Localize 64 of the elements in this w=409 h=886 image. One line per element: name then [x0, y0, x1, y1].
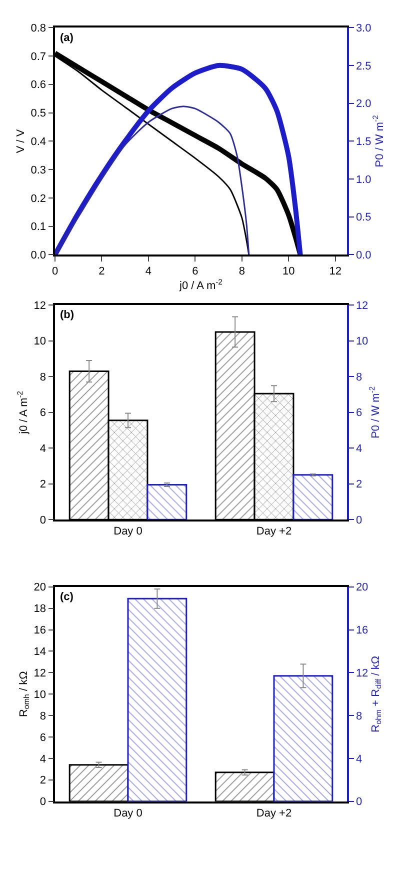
- annotation: (b): [60, 309, 74, 321]
- y-tick-label: 4: [40, 442, 46, 455]
- y2-tick-label: 1.0: [356, 174, 372, 186]
- y2-tick-label: 4: [356, 753, 362, 766]
- x-axis-title: j0 / A m$^{-2}$: [178, 278, 222, 292]
- annotation: (c): [60, 591, 74, 603]
- y2-tick-label: 2.0: [356, 98, 372, 110]
- y-tick-label: 4: [40, 753, 46, 766]
- x-tick-label: 8: [238, 266, 245, 278]
- x-tick-label: 10: [282, 266, 295, 278]
- y-tick-label: 0.6: [30, 79, 46, 92]
- y-tick-label: 0: [40, 796, 46, 808]
- x-tick-label: Day 0: [114, 526, 142, 538]
- y-tick-label: 0.4: [30, 136, 46, 148]
- y2-tick-label: 0: [356, 514, 362, 526]
- y2-tick-label: 3.0: [356, 22, 372, 34]
- x-tick-label: 12: [329, 266, 342, 278]
- y-tick-label: 6: [40, 732, 46, 744]
- y-tick-label: 0.2: [30, 192, 46, 205]
- y2-tick-label: 12: [356, 668, 368, 680]
- y2-tick-label: 2.5: [356, 60, 372, 72]
- x-tick-label: 4: [145, 266, 152, 278]
- y2-tick-label: 10: [356, 336, 368, 348]
- y-tick-label: 6: [40, 407, 46, 420]
- y-tick-label: 18: [34, 603, 46, 616]
- y2-tick-label: 8: [356, 710, 362, 722]
- y2-tick-label: 0.5: [356, 212, 372, 224]
- y-tick-label: 2: [40, 774, 46, 787]
- y-tick-label: 0.3: [30, 164, 46, 176]
- y-axis-title: V / V: [14, 128, 27, 154]
- y-tick-label: 10: [34, 688, 46, 701]
- x-tick-label: 2: [98, 266, 105, 278]
- y-tick-label: 0.8: [30, 22, 46, 34]
- x-tick-label: Day 0: [114, 807, 142, 820]
- y-tick-label: 14: [34, 646, 46, 658]
- y-tick-label: 16: [34, 624, 46, 637]
- y2-tick-label: 4: [356, 442, 362, 455]
- y2-tick-label: 8: [356, 371, 362, 384]
- y-tick-label: 0.7: [30, 50, 46, 63]
- y-tick-label: 8: [40, 710, 46, 722]
- y2-tick-label: 12: [356, 300, 368, 312]
- y-tick-label: 0.1: [30, 221, 46, 234]
- x-tick-label: 0: [52, 266, 58, 278]
- y2-tick-label: 1.5: [356, 136, 372, 148]
- x-tick-label: Day +2: [256, 807, 292, 820]
- y-tick-label: 10: [34, 336, 46, 348]
- annotation: (a): [60, 32, 74, 44]
- y-tick-label: 20: [34, 582, 46, 594]
- y-tick-label: 12: [34, 668, 46, 680]
- x-tick-label: 6: [192, 266, 198, 278]
- y2-tick-label: 20: [356, 582, 368, 594]
- y-tick-label: 12: [34, 300, 46, 312]
- y-tick-label: 0.0: [30, 250, 46, 262]
- y-tick-label: 0.5: [30, 108, 46, 120]
- y-tick-label: 0: [40, 514, 46, 526]
- y-tick-label: 2: [40, 478, 46, 491]
- x-tick-label: Day +2: [256, 526, 292, 538]
- line-series: [55, 106, 250, 255]
- y-tick-label: 8: [40, 371, 46, 384]
- y2-tick-label: 0: [356, 796, 362, 808]
- y2-tick-label: 6: [356, 407, 362, 420]
- y2-tick-label: 0.0: [356, 250, 372, 262]
- y2-tick-label: 2: [356, 478, 362, 491]
- y2-tick-label: 16: [356, 624, 368, 637]
